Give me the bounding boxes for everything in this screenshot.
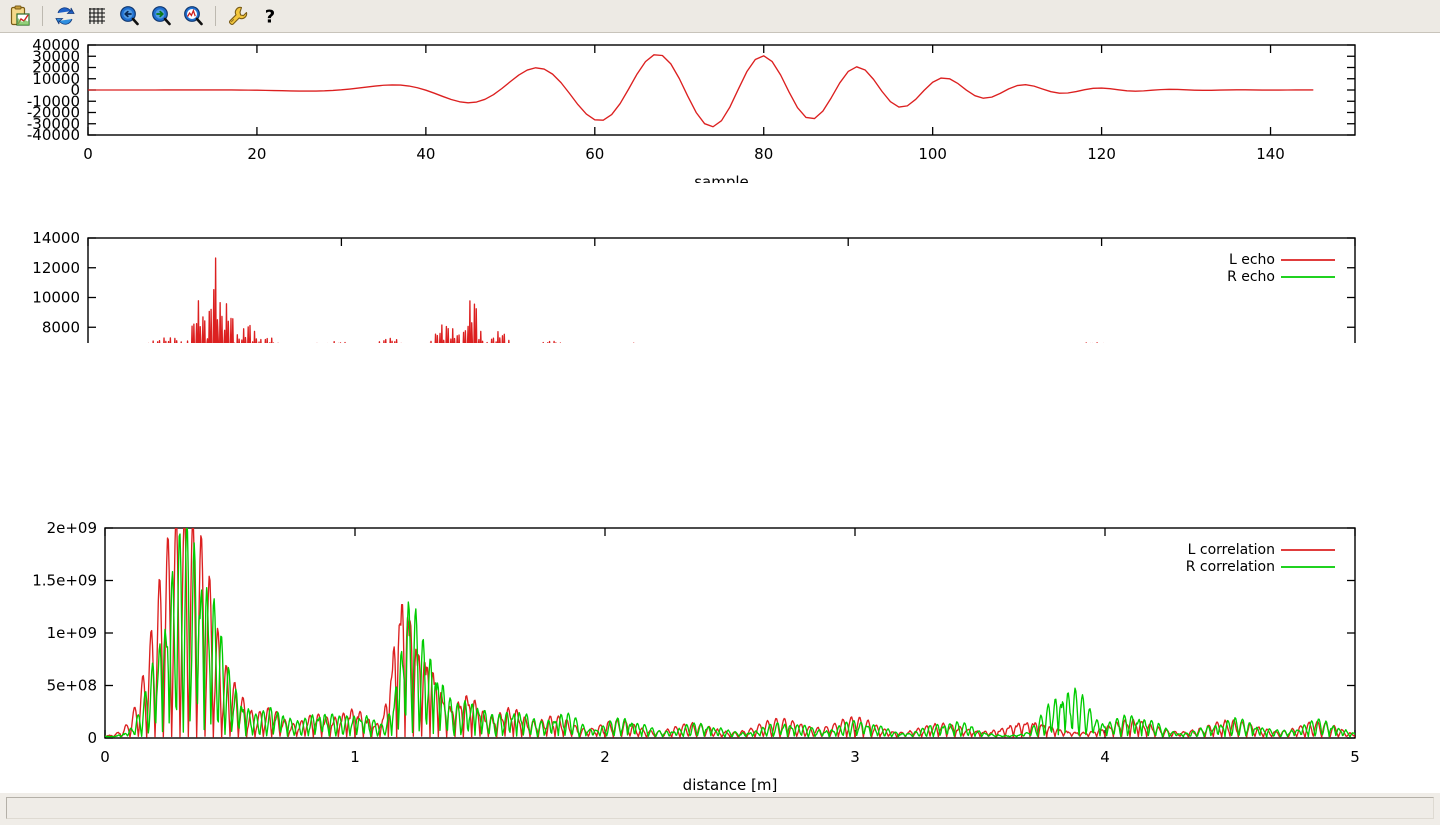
trace-r-correlation [105,528,1355,738]
x-tick-label: 3 [850,748,860,766]
chirp-plot[interactable]: -40000 -30000 -20000 -10000 0 10000 20000 30000… [0,33,1440,183]
plot-frame [87,237,1356,343]
trace-chirp [88,54,1314,128]
x-tick-label: 140 [1256,145,1285,163]
copy-to-clipboard-button[interactable] [5,1,35,31]
grid-icon [89,8,105,24]
legend-label: R echo [1227,269,1275,285]
x-tick-label: 60 [585,145,604,163]
y-tick-label: 0 [87,729,97,747]
y-tick-label: 30000 [32,47,80,65]
svg-text:?: ? [265,7,275,28]
refresh-icon [55,7,75,25]
y-tick-label: 10000 [32,70,80,88]
legend-label: L correlation [1188,542,1275,558]
echo-plot[interactable]: -200002000400060008000100001200014000012… [0,183,1440,343]
plot-frame [104,527,1356,739]
legend-label: R correlation [1186,559,1275,575]
x-tick-label: 0 [83,145,93,163]
question-mark-icon: ? [265,7,275,28]
x-tick-label: 1 [350,748,360,766]
zoom-autoscale-icon [184,6,203,26]
y-tick-label: 1e+09 [47,624,97,642]
y-tick-label: 14000 [32,229,80,247]
y-tick-label: 8000 [42,318,80,336]
toggle-grid-button[interactable] [82,1,112,31]
x-tick-label: 0 [100,748,110,766]
x-tick-label: 120 [1087,145,1116,163]
y-tick-label: 10000 [32,289,80,307]
trace-l-correlation [105,528,1355,738]
zoom-fit-button[interactable] [178,1,208,31]
y-tick-label: 5e+08 [47,677,97,695]
y-tick-label: 20000 [32,59,80,77]
y-tick-label: 1.5e+09 [32,572,97,590]
y-tick-label: -30000 [27,115,80,133]
correlation-plot[interactable]: 0 5e+08 1e+09 1.5e+09 2e+09 0 1 2 3 4 5 distance [m… [0,488,1440,793]
x-axis-title: distance [m] [683,776,778,793]
legend-label: L echo [1229,252,1275,268]
wrench-icon [228,6,248,26]
y-tick-label: 0 [70,81,80,99]
clipboard-plot-icon [10,5,30,26]
x-tick-label: 5 [1350,748,1360,766]
x-tick-label: 4 [1100,748,1110,766]
y-tick-label: -40000 [27,126,80,144]
x-tick-label: 20 [247,145,266,163]
y-tick-label: -20000 [27,104,80,122]
replot-button[interactable] [50,1,80,31]
x-tick-label: 100 [918,145,947,163]
separator-2 [215,6,216,26]
y-tick-label: -10000 [27,92,80,110]
plot-area: -40000 -30000 -20000 -10000 0 10000 20000 30000… [0,33,1440,793]
x-tick-label: 80 [754,145,773,163]
y-tick-label: 40000 [32,36,80,54]
y-tick-label: 12000 [32,259,80,277]
zoom-forward-icon [152,6,171,26]
zoom-next-button[interactable] [146,1,176,31]
x-tick-label: 40 [416,145,435,163]
zoom-previous-button[interactable] [114,1,144,31]
settings-button[interactable] [223,1,253,31]
toolbar: ? [0,0,1440,33]
status-text [6,797,1434,819]
help-button[interactable]: ? [255,1,285,31]
zoom-back-icon [120,6,139,26]
status-bar [0,793,1440,825]
y-tick-label: 2e+09 [47,519,97,537]
x-axis-title: sample [694,173,749,183]
separator-1 [42,6,43,26]
x-tick-label: 2 [600,748,610,766]
